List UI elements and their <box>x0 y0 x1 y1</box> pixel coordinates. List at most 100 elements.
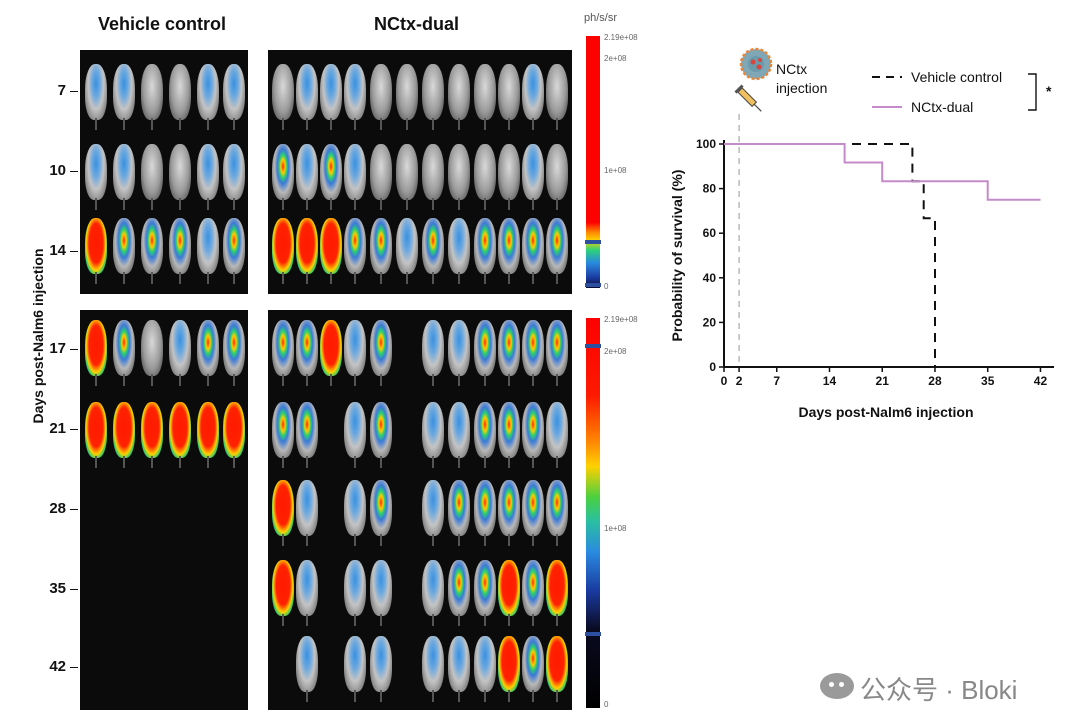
nctx-dual-mouse <box>296 64 318 130</box>
nctx-dual-mouse <box>474 480 496 546</box>
injection-annotation-line1: NCtx <box>776 61 807 77</box>
day-label-42: 42 <box>49 658 66 675</box>
nctx-dual-mouse <box>522 320 544 386</box>
day-tick <box>70 509 78 510</box>
significance-marker: * <box>1046 83 1052 99</box>
nctx-dual-mouse <box>522 560 544 626</box>
significance-bracket <box>1028 73 1037 111</box>
colorbar-top-tick-low: 0 <box>604 282 609 291</box>
nctx-dual-mouse <box>422 636 444 702</box>
vehicle-control-mouse <box>169 144 191 210</box>
vehicle-control-mouse <box>197 64 219 130</box>
x-tick-label: 14 <box>823 374 837 388</box>
nctx-dual-mouse <box>522 218 544 284</box>
nctx-dual-mouse <box>272 560 294 626</box>
nctx-dual-title: NCtx-dual <box>374 14 459 34</box>
injection-annotation-line2: injection <box>776 80 827 96</box>
nctx-dual-mouse <box>344 480 366 546</box>
vehicle-control-mouse <box>223 402 245 468</box>
vehicle-control-mouse <box>197 144 219 210</box>
series-line-nctx-dual <box>724 143 1041 201</box>
legend-label-vehicle-control: Vehicle control <box>911 69 1002 85</box>
day-label-35: 35 <box>49 580 66 597</box>
vehicle-control-mouse <box>169 218 191 284</box>
vehicle-control-mouse <box>197 218 219 284</box>
colorbar-top-max: 2.19e+08 <box>604 33 638 42</box>
nctx-dual-mouse <box>546 636 568 702</box>
nctx-dual-mouse <box>344 560 366 626</box>
colorbar-bottom-max: 2.19e+08 <box>604 315 638 324</box>
nctx-dual-mouse <box>498 218 520 284</box>
nctx-dual-mouse <box>296 218 318 284</box>
nctx-dual-mouse <box>296 320 318 386</box>
nctx-dual-mouse <box>498 64 520 130</box>
nctx-dual-mouse <box>546 480 568 546</box>
day-tick <box>70 91 78 92</box>
nctx-dual-mouse <box>296 636 318 702</box>
nctx-dual-mouse <box>522 636 544 702</box>
vehicle-control-mouse <box>169 64 191 130</box>
nctx-dual-mouse <box>272 320 294 386</box>
vehicle-control-early-panel <box>80 50 248 294</box>
day-label-21: 21 <box>49 420 66 437</box>
vehicle-control-mouse <box>141 144 163 210</box>
day-tick <box>70 589 78 590</box>
nctx-dual-mouse <box>498 636 520 702</box>
nctx-dual-mouse <box>474 144 496 210</box>
nctx-dual-mouse <box>522 480 544 546</box>
nctx-dual-mouse <box>474 560 496 626</box>
x-tick-label: 0 <box>721 374 728 388</box>
colorbar-bottom <box>585 318 601 708</box>
y-tick-label: 60 <box>703 226 717 240</box>
nctx-dual-mouse <box>344 64 366 130</box>
y-tick-label: 100 <box>696 137 716 151</box>
nctx-dual-mouse <box>448 480 470 546</box>
colorbar-top <box>585 36 601 288</box>
nctx-dual-mouse <box>422 218 444 284</box>
nctx-dual-mouse <box>396 144 418 210</box>
nctx-dual-mouse <box>448 636 470 702</box>
colorbar-unit-label: ph/s/sr <box>584 12 618 24</box>
legend: Vehicle control NCtx-dual * <box>872 69 1052 115</box>
nctx-dual-mouse <box>344 402 366 468</box>
day-label-28: 28 <box>49 500 66 517</box>
day-tick <box>70 349 78 350</box>
nctx-dual-mouse <box>448 64 470 130</box>
vehicle-control-mouse <box>197 320 219 386</box>
day-tick <box>70 667 78 668</box>
nctx-dual-mouse <box>498 480 520 546</box>
vehicle-control-mouse <box>113 218 135 284</box>
syringe-icon <box>734 84 762 112</box>
day-label-10: 10 <box>49 162 66 179</box>
nctx-dual-mouse <box>320 218 342 284</box>
nctx-dual-mouse <box>370 560 392 626</box>
nctx-dual-mouse <box>370 320 392 386</box>
survival-chart: NCtx injection Vehicle control NCtx-dual… <box>669 47 1054 420</box>
vehicle-control-late-panel <box>80 310 248 710</box>
nctx-dual-mouse <box>422 560 444 626</box>
nctx-dual-mouse <box>448 402 470 468</box>
nctx-dual-mouse <box>296 144 318 210</box>
nctx-dual-mouse <box>272 402 294 468</box>
x-tick-label: 21 <box>876 374 890 388</box>
vehicle-control-mouse <box>85 144 107 210</box>
day-label-17: 17 <box>49 340 66 357</box>
y-tick-label: 0 <box>709 360 716 374</box>
nctx-dual-mouse <box>344 320 366 386</box>
nctx-dual-mouse <box>474 636 496 702</box>
vehicle-control-mouse <box>113 402 135 468</box>
vehicle-control-mouse <box>141 64 163 130</box>
nctx-dual-mouse <box>522 64 544 130</box>
nctx-dual-mouse <box>474 218 496 284</box>
nctx-dual-mouse <box>474 320 496 386</box>
nctx-dual-mouse <box>370 402 392 468</box>
nctx-dual-mouse <box>546 320 568 386</box>
nctx-dual-mouse <box>474 402 496 468</box>
vehicle-control-mouse <box>113 320 135 386</box>
y-tick-label: 80 <box>703 182 717 196</box>
nctx-dual-mouse <box>546 402 568 468</box>
nctx-dual-mouse <box>546 144 568 210</box>
colorbar-bottom-tick-high: 2e+08 <box>604 347 627 356</box>
vehicle-control-mouse <box>85 402 107 468</box>
